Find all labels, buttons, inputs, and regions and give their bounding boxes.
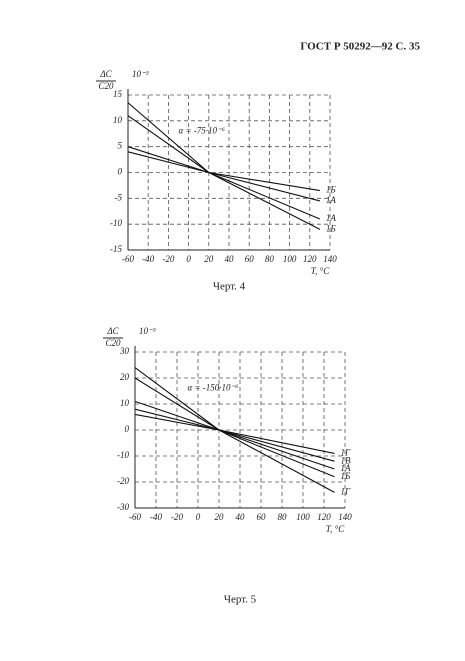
series-label: 1Б (341, 471, 352, 481)
x-tick-label: 140 (338, 512, 352, 522)
annotation: α = -150·10⁻⁶ (188, 383, 239, 393)
x-tick-label: -20 (171, 512, 183, 522)
y-tick-label: 0 (125, 424, 130, 434)
page-header: ГОСТ Р 50292—92 С. 35 (300, 41, 420, 53)
series-label: 1Г (341, 447, 352, 457)
x-tick-label: 40 (225, 254, 235, 264)
x-tick-label: 20 (215, 512, 225, 522)
series-label: 1А (326, 213, 337, 223)
y-tick-label: -5 (115, 192, 123, 202)
y-tick-label: 10 (113, 115, 123, 125)
series-line (127, 102, 321, 230)
x-tick-label: -60 (129, 512, 141, 522)
series-label: 1А (326, 195, 337, 205)
x-tick-label: 0 (186, 254, 191, 264)
x-tick-label: 80 (265, 254, 275, 264)
x-label: T, °C (311, 266, 330, 276)
x-tick-label: 80 (278, 512, 288, 522)
y-label: C20 (98, 81, 114, 91)
y-tick-label: -15 (110, 244, 122, 254)
caption: Черт. 5 (224, 594, 257, 606)
x-tick-label: -60 (122, 254, 134, 264)
y-unit: 10⁻³ (139, 326, 156, 336)
y-tick-label: 15 (113, 89, 123, 99)
series-line (134, 367, 335, 493)
x-tick-label: 40 (236, 512, 246, 522)
series-label: 1Б (326, 223, 337, 233)
y-tick-label: -10 (117, 450, 129, 460)
x-tick-label: -20 (162, 254, 174, 264)
x-tick-label: 120 (317, 512, 331, 522)
x-tick-label: 60 (245, 254, 255, 264)
y-tick-label: 0 (118, 167, 123, 177)
series-label: 1Б (326, 185, 337, 195)
x-tick-label: 120 (303, 254, 317, 264)
series-label: 1Г (341, 486, 352, 496)
x-tick-label: 100 (283, 254, 297, 264)
series-label: 1В (341, 455, 352, 465)
y-label: ΔC (99, 69, 112, 79)
x-tick-label: 100 (296, 512, 310, 522)
y-tick-label: 20 (120, 372, 130, 382)
x-tick-label: 140 (323, 254, 337, 264)
y-label: C20 (105, 338, 121, 348)
x-tick-label: 0 (196, 512, 201, 522)
y-tick-label: 5 (118, 141, 123, 151)
x-tick-label: 20 (204, 254, 214, 264)
annotation: α = -75·10⁻⁶ (179, 125, 225, 135)
y-tick-label: -30 (117, 502, 129, 512)
caption: Черт. 4 (213, 281, 246, 293)
y-unit: 10⁻³ (132, 69, 149, 79)
x-tick-label: 60 (257, 512, 267, 522)
y-tick-label: 30 (119, 346, 130, 356)
y-tick-label: 10 (120, 398, 130, 408)
series-label: 1А (341, 463, 352, 473)
x-tick-label: -40 (150, 512, 162, 522)
y-tick-label: -20 (117, 476, 129, 486)
x-label: T, °C (326, 524, 345, 534)
y-label: ΔC (106, 326, 119, 336)
x-tick-label: -40 (142, 254, 154, 264)
y-tick-label: -10 (110, 218, 122, 228)
